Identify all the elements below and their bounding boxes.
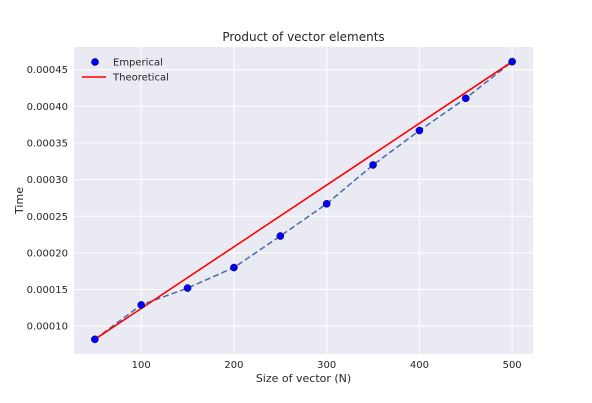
emperical-point <box>508 57 516 66</box>
y-tick-label: 0.00025 <box>27 212 68 223</box>
y-tick-label: 0.00040 <box>27 102 68 113</box>
legend-label-emperical: Emperical <box>113 58 163 69</box>
dashed-series-line <box>94 61 513 340</box>
emperical-point <box>91 335 99 344</box>
x-tick-label: 200 <box>224 360 243 371</box>
y-axis-label: Time <box>13 187 26 215</box>
y-tick-label: 0.00045 <box>27 65 68 76</box>
y-tick-label: 0.00010 <box>27 322 68 333</box>
emperical-point <box>183 284 192 292</box>
x-tick-label: 500 <box>503 360 522 371</box>
x-tick-label: 400 <box>410 360 429 371</box>
y-tick-label: 0.00020 <box>27 248 68 259</box>
x-tick-label: 300 <box>317 360 336 371</box>
legend-marker-emperical <box>91 58 99 66</box>
emperical-point <box>415 126 424 135</box>
theoretical-line <box>94 60 513 341</box>
emperical-point <box>137 301 146 309</box>
y-tick-label: 0.00015 <box>27 285 68 296</box>
tick-labels: 100 200 300 400 500 0.00010 0.00015 0.00020 0.00… <box>27 65 522 371</box>
x-tick-label: 100 <box>132 360 151 371</box>
legend: Emperical Theoretical <box>82 58 169 84</box>
y-tick-label: 0.00030 <box>27 175 68 186</box>
x-axis-label: Size of vector (N) <box>256 372 351 385</box>
emperical-point <box>461 94 470 103</box>
series-layer <box>91 57 516 344</box>
emperical-point <box>230 263 238 272</box>
emperical-point <box>276 232 285 240</box>
y-tick-label: 0.00035 <box>27 138 68 149</box>
emperical-point <box>369 161 377 169</box>
chart-title: Product of vector elements <box>222 30 384 44</box>
legend-label-theoretical: Theoretical <box>112 73 169 84</box>
emperical-point <box>322 199 331 208</box>
